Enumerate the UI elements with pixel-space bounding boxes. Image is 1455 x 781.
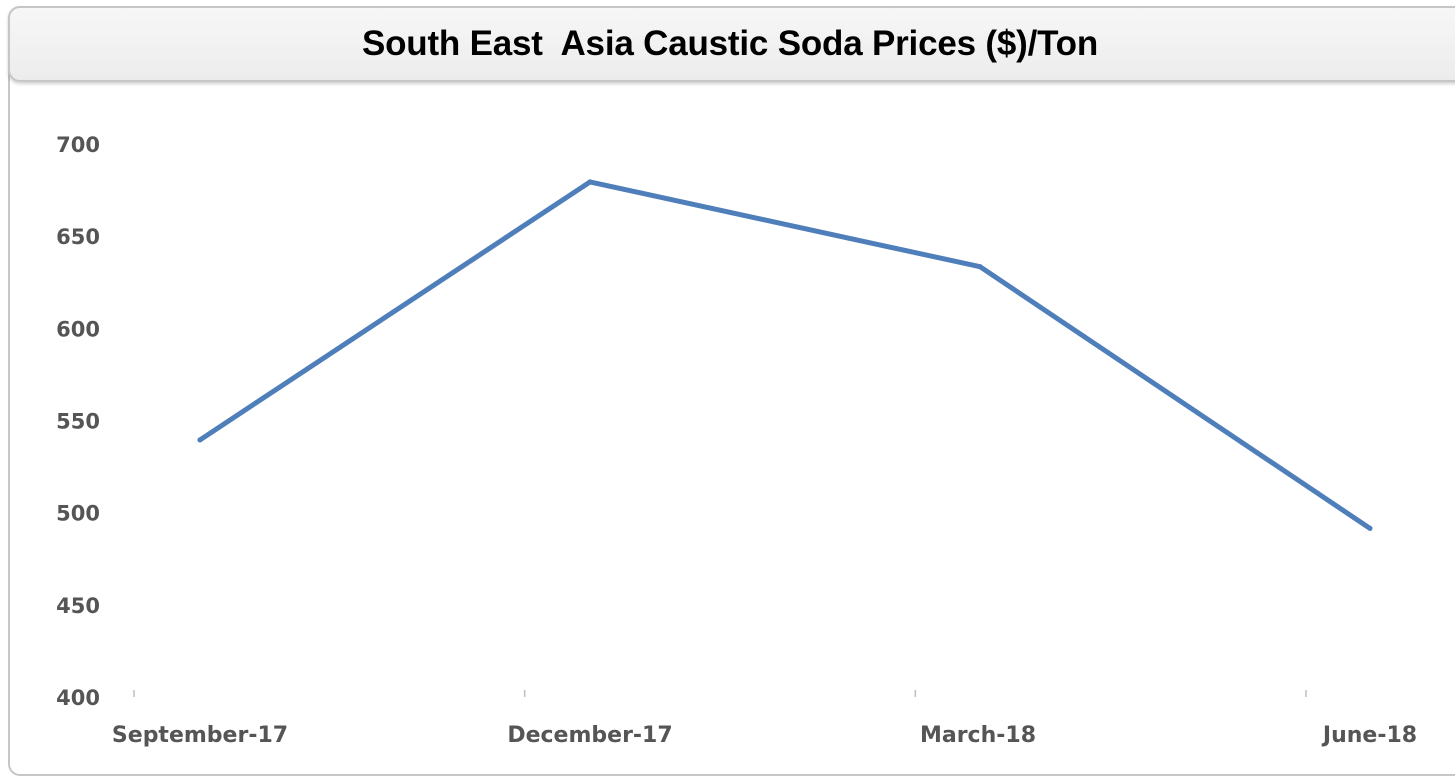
x-tick-label: December-17 <box>507 723 672 748</box>
chart-title: South East Asia Caustic Soda Prices ($)/… <box>361 24 1099 63</box>
x-axis: September-17 December-17 March-18 June-18 <box>112 690 1417 748</box>
x-tick-label: September-17 <box>112 723 288 748</box>
y-tick-label: 500 <box>56 502 100 526</box>
y-tick-label: 700 <box>56 133 100 157</box>
series-layer <box>197 179 1373 531</box>
data-point <box>1367 525 1373 531</box>
x-tick-label: June-18 <box>1321 723 1417 748</box>
series-line <box>197 179 1373 531</box>
data-point <box>587 179 593 185</box>
chart-title-bar: South East Asia Caustic Soda Prices ($)/… <box>8 6 1455 82</box>
y-tick-label: 600 <box>56 317 100 341</box>
y-tick-label: 400 <box>56 686 100 710</box>
data-point <box>977 264 983 270</box>
y-tick-label: 450 <box>56 594 100 618</box>
chart-frame <box>8 6 1455 776</box>
y-tick-label: 650 <box>56 225 100 249</box>
data-point <box>197 437 203 443</box>
x-tick-label: March-18 <box>920 723 1036 748</box>
y-axis-ticks: 400 450 500 550 600 650 700 <box>56 133 100 710</box>
y-tick-label: 550 <box>56 410 100 434</box>
